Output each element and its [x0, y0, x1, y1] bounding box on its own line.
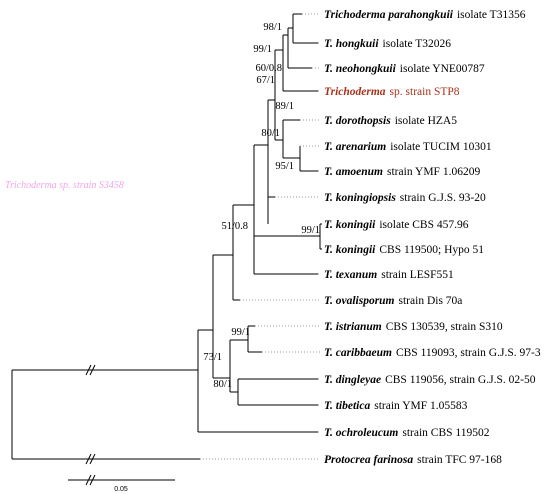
taxon-label: Trichoderma sp. strain STP8: [324, 86, 460, 98]
taxon-label: T. arenarium isolate TUCIM 10301: [324, 141, 492, 153]
taxon-name: Trichoderma parahongkuii: [324, 9, 454, 21]
taxon-name: T. tibetica: [324, 400, 370, 412]
taxon-label: T. ovalisporum strain Dis 70a: [324, 295, 462, 307]
support-value: 73/1: [203, 352, 222, 363]
taxon-descriptor: isolate T31356: [457, 9, 526, 21]
taxon-label: T. tibetica strain YMF 1.05583: [324, 400, 468, 412]
watermark: Trichoderma sp. strain S3458: [5, 180, 124, 191]
support-value: 51/0.8: [221, 221, 248, 232]
taxon-descriptor: strain YMF 1.06209: [387, 166, 480, 178]
taxon-name: T. hongkuii: [324, 38, 379, 50]
taxon-label: T. hongkuii isolate T32026: [324, 38, 451, 50]
taxon-name: T. neohongkuii: [324, 63, 397, 75]
taxon-descriptor: CBS 119056, strain G.J.S. 02-50: [385, 374, 536, 386]
taxon-label: T. caribbaeum CBS 119093, strain G.J.S. 9…: [324, 347, 541, 359]
taxon-name: T. koningii: [324, 219, 376, 231]
taxon-label: T. amoenum strain YMF 1.06209: [324, 166, 480, 178]
taxon-name: T. koningii: [324, 244, 376, 256]
taxon-name: T. arenarium: [324, 141, 386, 153]
taxon-label: T. istrianum CBS 130539, strain S310: [324, 321, 503, 333]
taxon-descriptor: isolate TUCIM 10301: [390, 141, 492, 153]
support-value: 99/1: [253, 44, 272, 55]
taxon-descriptor: CBS 130539, strain S310: [386, 321, 503, 333]
taxon-descriptor: strain G.J.S. 93-20: [400, 192, 486, 204]
support-value: 80/1: [261, 128, 280, 139]
taxon-descriptor: sp. strain STP8: [390, 86, 460, 98]
taxon-descriptor: isolate CBS 457.96: [379, 219, 468, 231]
taxon-name: T. koningiopsis: [324, 192, 396, 204]
taxon-name: T. texanum: [324, 269, 377, 281]
taxon-descriptor: CBS 119093, strain G.J.S. 97-3: [396, 347, 541, 359]
taxon-label: Trichoderma parahongkuii isolate T31356: [324, 9, 526, 21]
taxon-label: T. dingleyae CBS 119056, strain G.J.S. 02…: [324, 374, 536, 386]
taxon-descriptor: strain TFC 97-168: [417, 454, 502, 466]
taxon-descriptor: strain Dis 70a: [399, 295, 463, 307]
taxon-label: Protocrea farinosa strain TFC 97-168: [324, 454, 502, 466]
taxon-label: T. neohongkuii isolate YNE00787: [324, 63, 485, 75]
scale-label: 0.05: [114, 486, 128, 493]
taxon-descriptor: strain LESF551: [381, 269, 454, 281]
support-value: 89/1: [275, 101, 294, 112]
tree-branches: [11, 14, 321, 459]
taxon-name: Trichoderma: [324, 86, 386, 98]
scale-bar: 0.05: [68, 474, 175, 493]
support-value: 80/1: [213, 379, 232, 390]
taxon-name: T. istrianum: [324, 321, 382, 333]
taxon-label: T. koningii isolate CBS 457.96: [324, 219, 469, 231]
taxon-descriptor: strain CBS 119502: [402, 427, 489, 439]
support-value: 99/1: [231, 327, 250, 338]
support-value: 67/1: [256, 75, 275, 86]
taxon-descriptor: CBS 119500; Hypo 51: [379, 244, 484, 256]
taxon-descriptor: isolate YNE00787: [400, 63, 485, 75]
taxon-name: Protocrea farinosa: [324, 454, 413, 466]
taxon-name: T. ochroleucum: [324, 427, 398, 439]
taxon-name: T. dingleyae: [324, 374, 381, 386]
taxon-label: T. dorothopsis isolate HZA5: [324, 115, 457, 127]
taxon-label: T. koningiopsis strain G.J.S. 93-20: [324, 192, 486, 204]
support-value: 99/1: [301, 225, 320, 236]
taxon-descriptor: isolate T32026: [383, 38, 452, 50]
taxon-descriptor: isolate HZA5: [395, 115, 458, 127]
support-value: 60/0.8: [255, 63, 282, 74]
taxon-label: T. koningii CBS 119500; Hypo 51: [324, 244, 484, 256]
taxon-name: T. dorothopsis: [324, 115, 391, 127]
support-value: 98/1: [263, 22, 282, 33]
branch-breaks: [85, 364, 96, 465]
taxon-descriptor: strain YMF 1.05583: [374, 400, 467, 412]
taxon-name: T. caribbaeum: [324, 347, 392, 359]
taxon-name: T. ovalisporum: [324, 295, 395, 307]
taxon-name: T. amoenum: [324, 166, 383, 178]
taxon-label: T. ochroleucum strain CBS 119502: [324, 427, 490, 439]
taxon-label: T. texanum strain LESF551: [324, 269, 454, 281]
support-value: 95/1: [275, 161, 294, 172]
